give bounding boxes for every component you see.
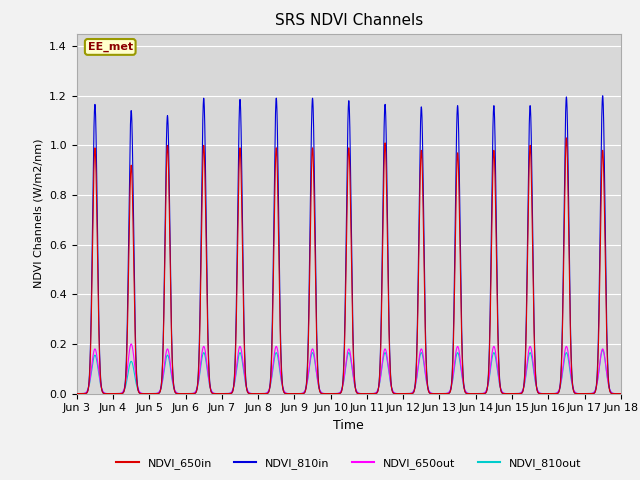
Text: EE_met: EE_met — [88, 42, 133, 52]
Title: SRS NDVI Channels: SRS NDVI Channels — [275, 13, 423, 28]
Y-axis label: NDVI Channels (W/m2/nm): NDVI Channels (W/m2/nm) — [34, 139, 44, 288]
Legend: NDVI_650in, NDVI_810in, NDVI_650out, NDVI_810out: NDVI_650in, NDVI_810in, NDVI_650out, NDV… — [112, 453, 586, 473]
X-axis label: Time: Time — [333, 419, 364, 432]
